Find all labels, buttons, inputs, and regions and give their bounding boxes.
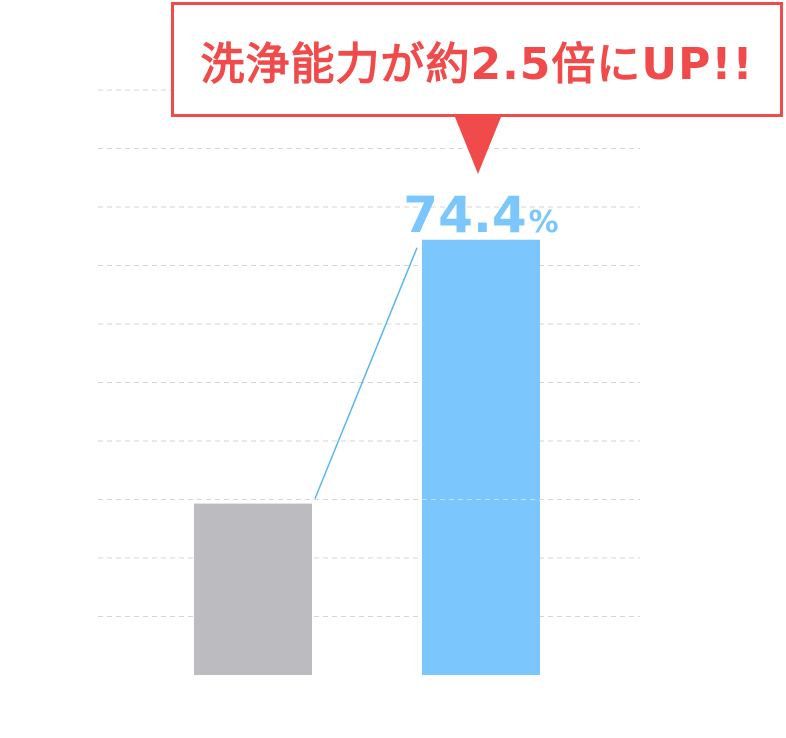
callout-text: 洗浄能力が約2.5倍にUP!! bbox=[200, 38, 754, 90]
callout-box: 洗浄能力が約2.5倍にUP!! bbox=[171, 2, 783, 117]
callout-arrow bbox=[455, 117, 501, 174]
bar-after bbox=[422, 239, 540, 675]
bar-before bbox=[194, 503, 312, 675]
connector-line bbox=[314, 247, 418, 499]
bar-value-label: 74.4% bbox=[403, 186, 558, 244]
